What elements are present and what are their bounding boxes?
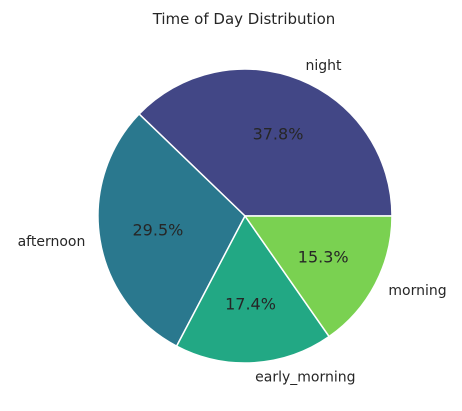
- chart-title: Time of Day Distribution: [152, 10, 336, 28]
- pie-percent-label-afternoon: 29.5%: [133, 221, 184, 240]
- pie-category-label-early-morning: early_morning: [255, 369, 355, 385]
- pie-percent-label-morning: 15.3%: [298, 247, 349, 266]
- pie-percent-label-early-morning: 17.4%: [225, 295, 276, 314]
- pie-slice-morning: [244, 215, 393, 338]
- pie-percent-label-night: 37.8%: [253, 125, 304, 144]
- pie-slice-early-morning: [175, 215, 330, 364]
- pie-slice-night: [138, 68, 393, 217]
- pie-category-label-night: night: [305, 58, 342, 74]
- pie-slices: [97, 68, 393, 364]
- pie-category-label-morning: morning: [388, 283, 446, 299]
- pie-labels: 37.8% night 29.5% afternoon 17.4% early_morni…: [18, 58, 447, 385]
- pie-slice-afternoon: [97, 113, 246, 347]
- pie-category-label-afternoon: afternoon: [18, 234, 86, 250]
